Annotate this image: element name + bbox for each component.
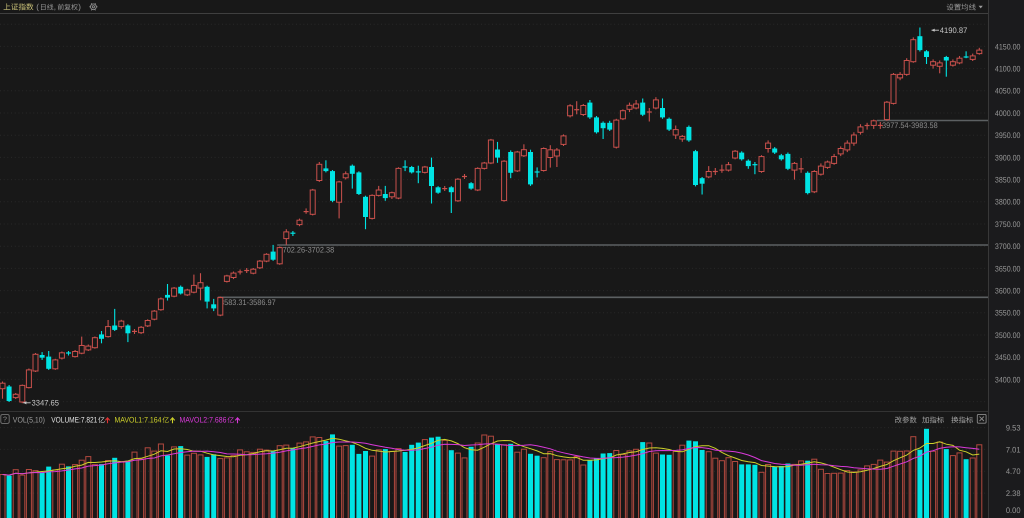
svg-text:3450.00: 3450.00	[995, 353, 1021, 362]
svg-text:): )	[78, 3, 81, 12]
svg-text:3702.26-3702.38: 3702.26-3702.38	[279, 246, 335, 255]
svg-text:3500.00: 3500.00	[995, 331, 1021, 340]
svg-text:9.53: 9.53	[1006, 424, 1021, 433]
svg-text:3583.31-3586.97: 3583.31-3586.97	[220, 298, 276, 307]
svg-text:3347.65: 3347.65	[32, 398, 60, 407]
svg-text:7.01: 7.01	[1006, 445, 1021, 454]
svg-text:3977.54-3983.58: 3977.54-3983.58	[882, 121, 938, 130]
svg-text:4190.87: 4190.87	[940, 26, 968, 35]
svg-text:3950.00: 3950.00	[995, 131, 1021, 140]
svg-text:3550.00: 3550.00	[995, 309, 1021, 318]
svg-text:MAVOL1:7.164: MAVOL1:7.164	[115, 415, 162, 424]
svg-text:3700.00: 3700.00	[995, 242, 1021, 251]
svg-text:4000.00: 4000.00	[995, 109, 1021, 118]
svg-text:4100.00: 4100.00	[995, 65, 1021, 74]
svg-text:3400.00: 3400.00	[995, 375, 1021, 384]
svg-text:?: ?	[3, 417, 7, 424]
svg-text:3800.00: 3800.00	[995, 198, 1021, 207]
svg-text:3750.00: 3750.00	[995, 220, 1021, 229]
svg-text:3650.00: 3650.00	[995, 264, 1021, 273]
svg-text:MAVOL2:7.686: MAVOL2:7.686	[180, 415, 227, 424]
svg-text:4150.00: 4150.00	[995, 42, 1021, 51]
svg-text:4050.00: 4050.00	[995, 87, 1021, 96]
svg-text:3900.00: 3900.00	[995, 153, 1021, 162]
svg-text:2.38: 2.38	[1006, 489, 1021, 498]
svg-text:3850.00: 3850.00	[995, 176, 1021, 185]
svg-text:3600.00: 3600.00	[995, 287, 1021, 296]
svg-text:(: (	[36, 3, 39, 12]
svg-text:4.70: 4.70	[1006, 467, 1021, 476]
svg-text:,: ,	[54, 3, 56, 12]
svg-text:0.00: 0.00	[1006, 506, 1021, 515]
svg-text:VOLUME:7.821: VOLUME:7.821	[51, 415, 97, 424]
svg-text:VOL(5,10): VOL(5,10)	[13, 415, 45, 424]
